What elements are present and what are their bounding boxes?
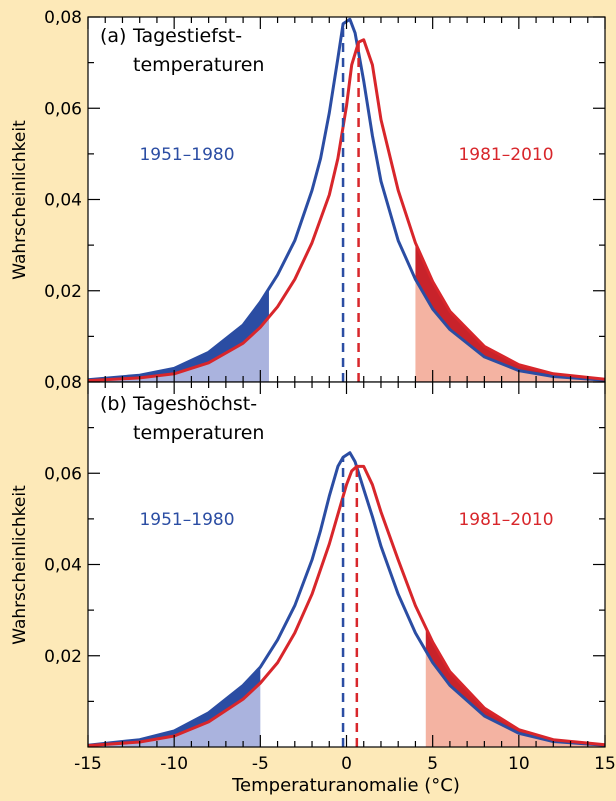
panel-b-plot-area	[88, 382, 605, 747]
panel-a-ylabel: Wahrscheinlichkeit	[10, 120, 30, 280]
panel-a-series-label-1951: 1951–1980	[139, 145, 234, 165]
panel-b-mean-lines	[341, 457, 359, 747]
panel-b-series-label-1981: 1981–2010	[458, 510, 553, 530]
panel-b-warm-tail-fill	[425, 650, 605, 747]
panel-a-ticks: 0,02 0,04 0,06 0,08	[44, 8, 606, 382]
panel-b-ylabel: Wahrscheinlichkeit	[10, 485, 30, 645]
panel-a-ytick-label: 0,06	[44, 99, 82, 119]
panel-a-mean-lines	[341, 23, 360, 382]
panel-b-cold-tail-band	[88, 667, 261, 746]
panel-b-frame	[87, 381, 606, 748]
panel-b-xtick-label: 15	[594, 754, 616, 774]
panel-b-cold-tail-fill	[88, 683, 261, 747]
panel-b-xtick-label: -10	[160, 754, 188, 774]
panel-a-title-line2: temperaturen	[133, 54, 264, 76]
panel-a-ytick-label: 0,08	[44, 8, 82, 28]
panel-b-curves	[87, 451, 606, 748]
panel-b-title-line2: temperaturen	[133, 422, 264, 444]
panel-b: 0,02 0,04 0,06 0,08 -15 -10 -5 0 5 10 15 (b) Tages…	[10, 373, 616, 774]
panel-b-ytick-label: 0,04	[44, 556, 82, 576]
panel-a-cold-tail-fill	[88, 316, 269, 382]
panel-a: 0,02 0,04 0,06 0,08 (a) Tagestiefst- temper…	[10, 8, 606, 383]
panel-a-series-label-1981: 1981–2010	[458, 145, 553, 165]
panel-b-ticks: 0,02 0,04 0,06 0,08 -15 -10 -5 0 5 10 15	[44, 373, 616, 774]
panel-b-series-label-1951: 1951–1980	[139, 510, 234, 530]
panel-b-ytick-label: 0,08	[44, 373, 82, 393]
panel-b-xtick-label: 10	[508, 754, 530, 774]
panel-a-label: (a)	[100, 25, 126, 47]
panel-a-title-line1: Tagestiefst-	[132, 25, 242, 47]
panel-b-ytick-label: 0,02	[44, 647, 82, 667]
panel-b-ytick-label: 0,06	[44, 464, 82, 484]
panel-a-warm-tail-fill	[415, 279, 605, 382]
panel-b-xtick-label: -15	[74, 754, 102, 774]
panel-b-tail-shading	[88, 627, 605, 747]
panel-a-plot-area	[88, 17, 605, 382]
panel-b-curve-1981-2010	[87, 464, 606, 748]
panel-b-xtick-label: 0	[341, 754, 352, 774]
panel-b-label: (b)	[100, 393, 127, 415]
panel-b-warm-tail-band	[425, 627, 605, 746]
panel-a-ytick-label: 0,04	[44, 191, 82, 211]
panel-b-curve-1951-1980	[87, 451, 606, 747]
panel-a-curve-1981-2010	[87, 38, 606, 383]
panel-b-xtick-label: 5	[427, 754, 438, 774]
panel-b-title-line1: Tageshöchst-	[132, 393, 257, 415]
panel-b-xtick-label: -5	[252, 754, 269, 774]
panel-a-ytick-label: 0,02	[44, 282, 82, 302]
x-axis-label: Temperaturanomalie (°C)	[231, 775, 460, 796]
